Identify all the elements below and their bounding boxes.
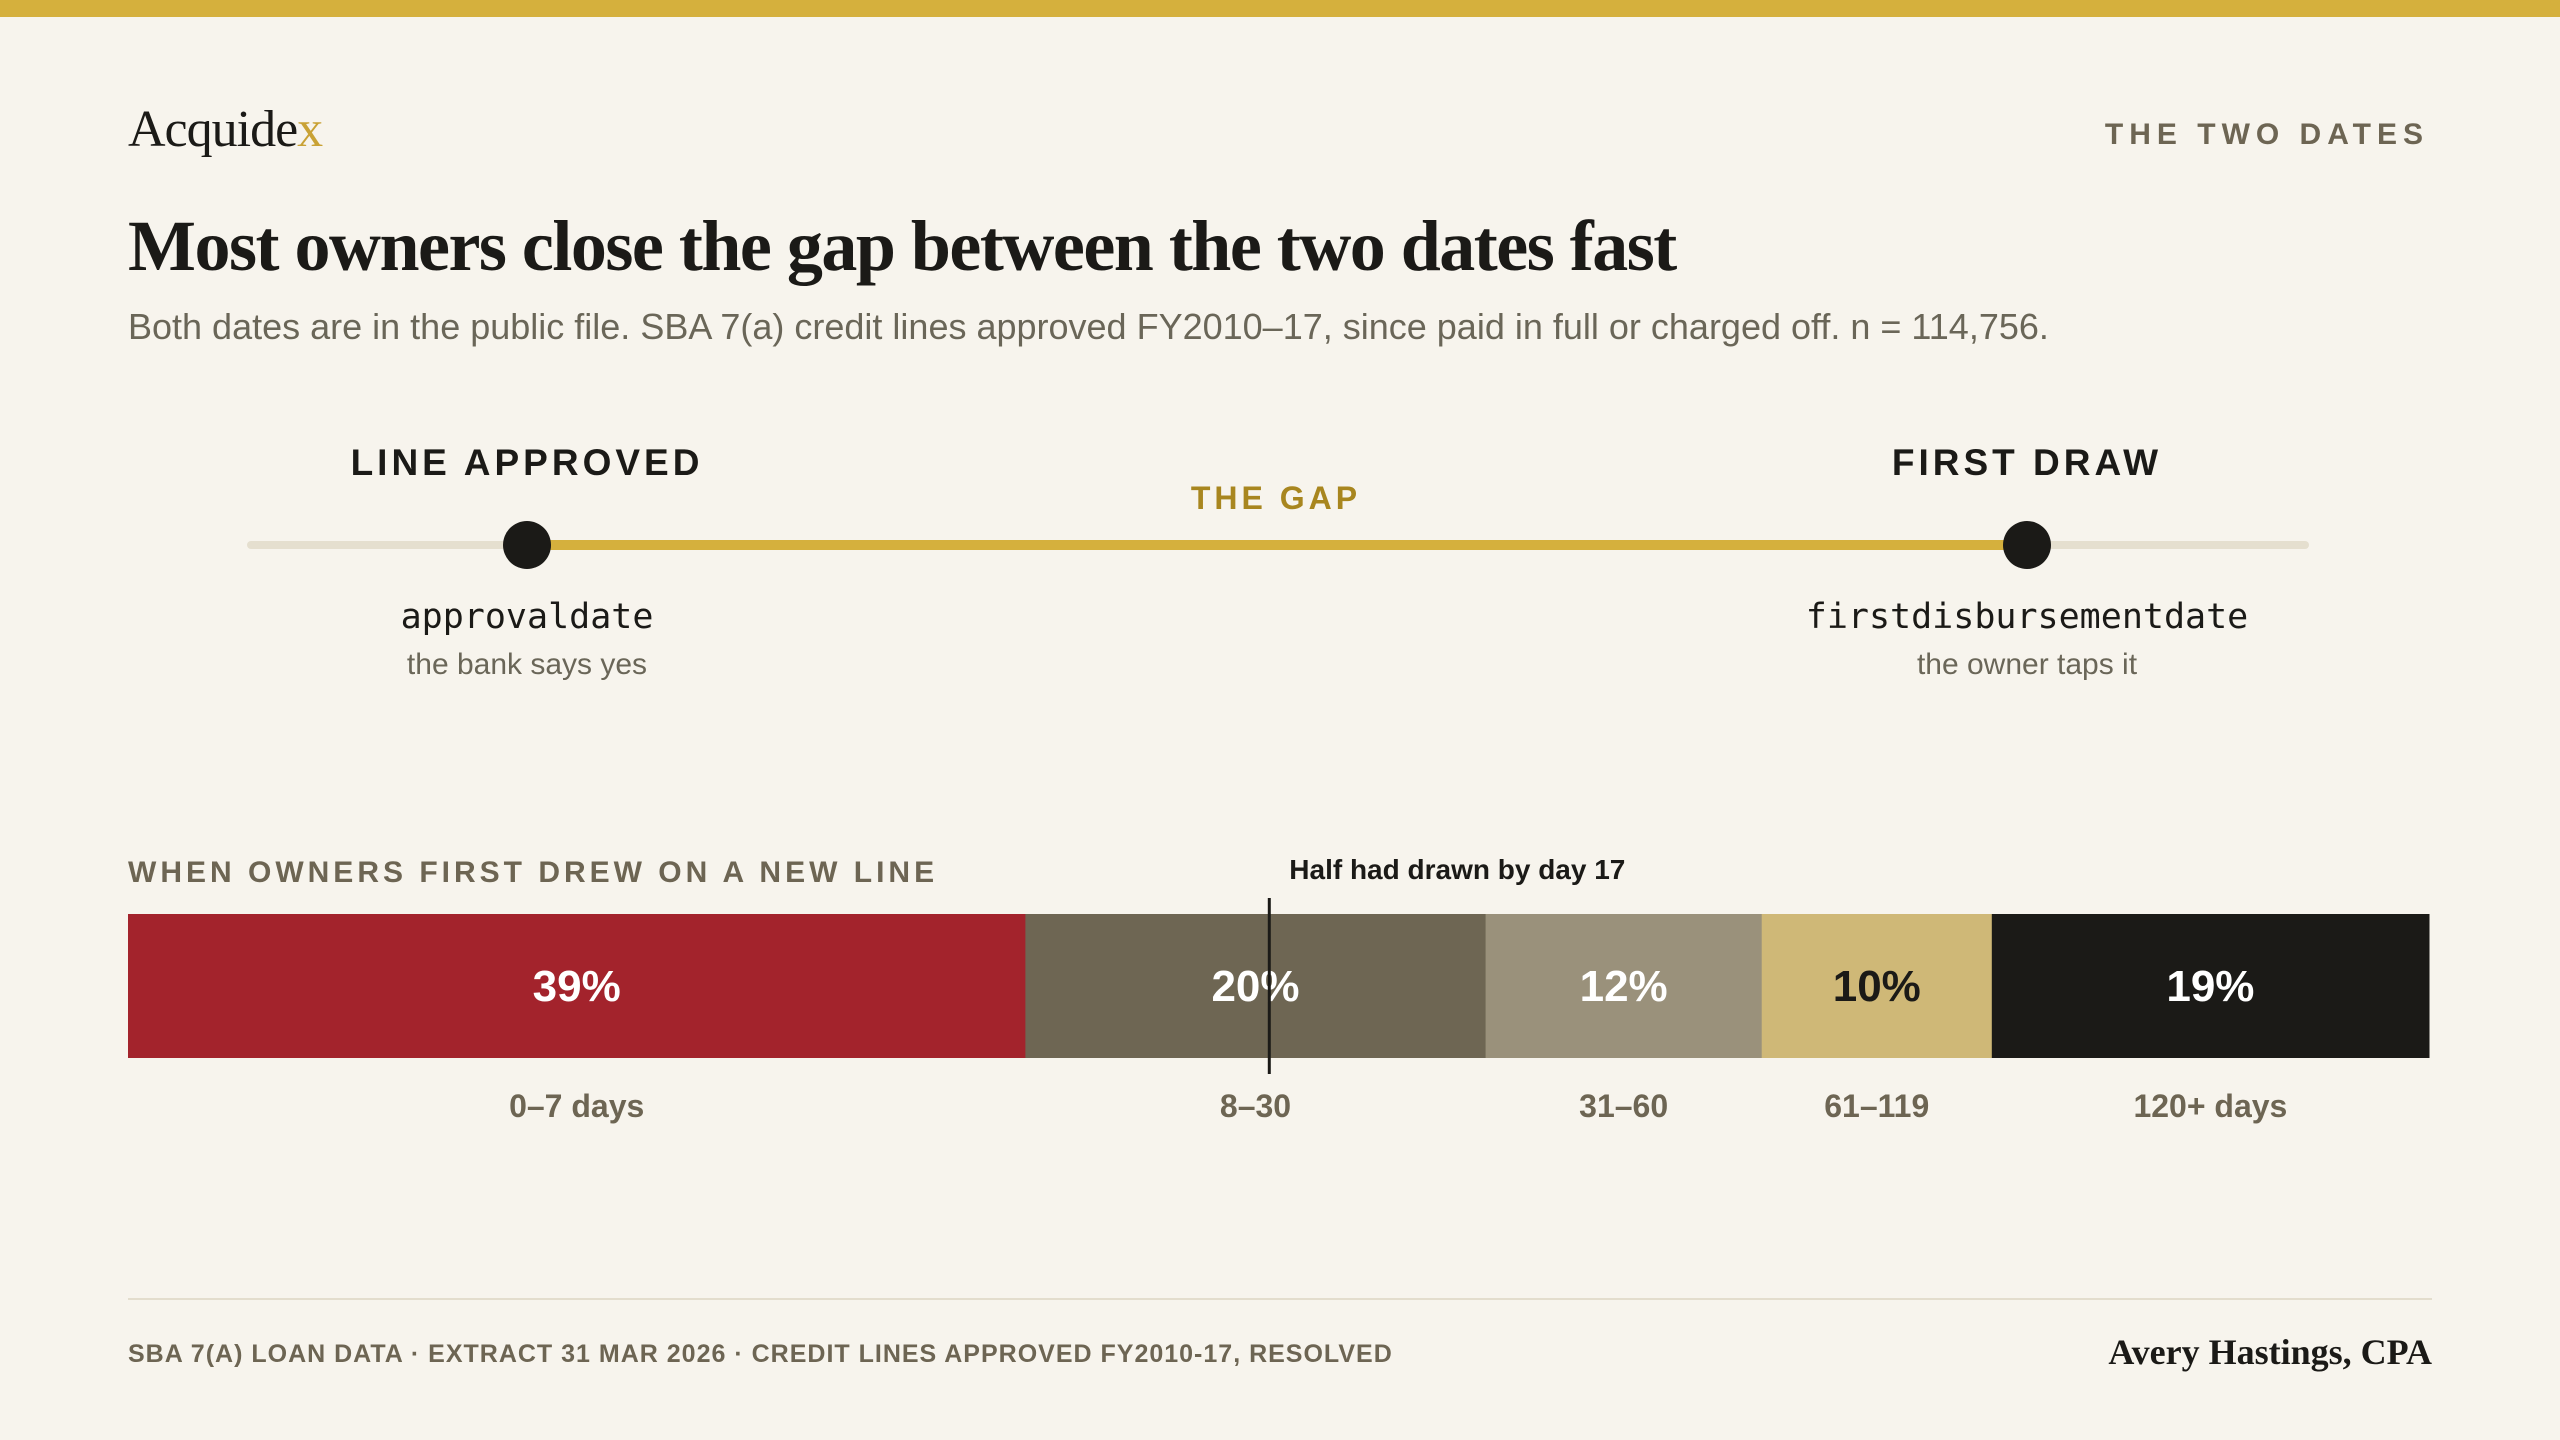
chart-title: WHEN OWNERS FIRST DREW ON A NEW LINE — [128, 856, 939, 889]
timeline-end-node — [2003, 521, 2051, 569]
chart-svg: 39% 0–7 days 20% 8–30 12% 31–60 10% 61–119 19% 12… — [128, 898, 2430, 1124]
logo-text: Acquide — [128, 101, 298, 158]
bar-segment — [1485, 914, 1763, 1058]
bar-segment — [1991, 914, 2430, 1058]
timeline-end-title: FIRST DRAW — [1891, 442, 2163, 483]
logo-accent: x — [297, 101, 323, 158]
category-label: 120+ days — [2133, 1088, 2287, 1124]
timeline-gap-label: THE GAP — [1190, 480, 1362, 516]
bar-segment — [128, 914, 1026, 1058]
page-subtitle: Both dates are in the public file. SBA 7… — [128, 306, 2049, 347]
bar-value-label: 10% — [1833, 962, 1921, 1011]
timeline-start-field: approvaldate — [400, 597, 654, 637]
median-annotation-label: Half had drawn by day 17 — [1289, 854, 1626, 885]
category-label: 0–7 days — [509, 1088, 644, 1124]
timeline-start-description: the bank says yes — [406, 648, 648, 681]
footer-divider — [128, 1298, 2432, 1300]
page-title: Most owners close the gap between the tw… — [128, 206, 1677, 286]
bar-value-label: 20% — [1211, 962, 1299, 1011]
bar-segment — [1761, 914, 1993, 1058]
category-label: 31–60 — [1579, 1088, 1668, 1124]
brand-logo: Acquidex — [128, 100, 323, 159]
category-label: 8–30 — [1220, 1088, 1291, 1124]
bar-value-label: 39% — [533, 962, 621, 1011]
bar-value-label: 19% — [2166, 962, 2254, 1011]
bar-value-label: 12% — [1580, 962, 1668, 1011]
bar-segment — [1025, 914, 1487, 1058]
timeline-gap-segment — [527, 540, 2027, 550]
timeline-start-node — [503, 521, 551, 569]
timeline-start-title: LINE APPROVED — [350, 442, 704, 483]
stacked-bar-chart: 39% 0–7 days 20% 8–30 12% 31–60 10% 61–119 19% 12… — [128, 898, 2430, 1124]
timeline-end-field: firstdisbursementdate — [1805, 597, 2249, 637]
top-accent-bar — [0, 0, 2560, 17]
footer-source: SBA 7(A) LOAN DATA · EXTRACT 31 MAR 2026… — [128, 1340, 1393, 1368]
category-label: 61–119 — [1824, 1088, 1929, 1124]
footer-author: Avery Hastings, CPA — [2108, 1332, 2432, 1372]
timeline-end-description: the owner taps it — [1916, 648, 2138, 681]
section-tag: THE TWO DATES — [2104, 118, 2429, 151]
